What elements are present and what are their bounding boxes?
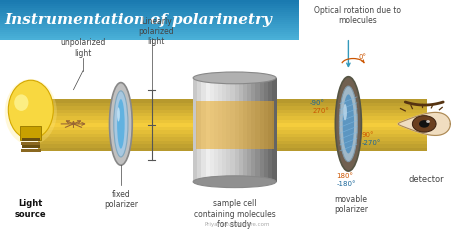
FancyBboxPatch shape: [38, 133, 427, 137]
FancyBboxPatch shape: [247, 78, 252, 182]
FancyBboxPatch shape: [22, 145, 40, 148]
Ellipse shape: [426, 120, 430, 123]
FancyBboxPatch shape: [38, 126, 427, 130]
Text: sample cell
containing molecules
for study: sample cell containing molecules for stu…: [194, 199, 275, 229]
FancyBboxPatch shape: [0, 16, 299, 18]
Text: Light
source: Light source: [15, 199, 46, 219]
Ellipse shape: [193, 72, 276, 84]
FancyBboxPatch shape: [268, 78, 273, 182]
FancyBboxPatch shape: [230, 78, 235, 182]
FancyBboxPatch shape: [0, 36, 299, 38]
FancyBboxPatch shape: [0, 0, 299, 2]
Ellipse shape: [419, 120, 429, 128]
Text: -180°: -180°: [337, 181, 356, 187]
FancyBboxPatch shape: [197, 78, 202, 182]
FancyBboxPatch shape: [38, 102, 427, 106]
Ellipse shape: [412, 116, 436, 132]
FancyBboxPatch shape: [0, 28, 299, 30]
FancyBboxPatch shape: [255, 78, 260, 182]
FancyBboxPatch shape: [20, 126, 41, 140]
FancyBboxPatch shape: [38, 123, 427, 127]
FancyBboxPatch shape: [206, 78, 210, 182]
FancyBboxPatch shape: [226, 78, 231, 182]
Text: 90°: 90°: [362, 131, 374, 138]
FancyBboxPatch shape: [0, 38, 299, 40]
FancyBboxPatch shape: [235, 78, 239, 182]
FancyBboxPatch shape: [251, 78, 256, 182]
Ellipse shape: [117, 107, 120, 122]
FancyBboxPatch shape: [0, 20, 299, 22]
Text: 270°: 270°: [313, 108, 330, 114]
FancyBboxPatch shape: [38, 99, 427, 103]
Text: movable
polarizer: movable polarizer: [334, 195, 368, 214]
Ellipse shape: [109, 83, 132, 165]
FancyBboxPatch shape: [38, 140, 427, 144]
Text: 180°: 180°: [337, 173, 354, 179]
FancyBboxPatch shape: [218, 78, 223, 182]
FancyBboxPatch shape: [0, 6, 299, 8]
FancyBboxPatch shape: [193, 78, 198, 182]
Ellipse shape: [114, 91, 128, 157]
Text: Optical rotation due to
molecules: Optical rotation due to molecules: [314, 6, 401, 25]
FancyBboxPatch shape: [38, 119, 427, 123]
FancyBboxPatch shape: [0, 10, 299, 12]
Ellipse shape: [335, 77, 361, 171]
Polygon shape: [398, 112, 450, 135]
Ellipse shape: [193, 176, 276, 188]
Ellipse shape: [14, 94, 28, 111]
FancyBboxPatch shape: [0, 30, 299, 32]
Text: Instrumentation of polarimetry: Instrumentation of polarimetry: [5, 13, 273, 27]
Text: unpolarized
light: unpolarized light: [60, 38, 106, 58]
FancyBboxPatch shape: [38, 109, 427, 113]
Text: detector: detector: [409, 175, 445, 184]
Text: fixed
polarizer: fixed polarizer: [104, 190, 138, 209]
Text: 0°: 0°: [359, 54, 367, 60]
FancyBboxPatch shape: [21, 149, 41, 152]
FancyBboxPatch shape: [38, 116, 427, 120]
FancyBboxPatch shape: [0, 24, 299, 26]
FancyBboxPatch shape: [0, 14, 299, 16]
Text: -270°: -270°: [362, 139, 381, 146]
FancyBboxPatch shape: [38, 130, 427, 134]
Text: Linearly
polarized
light: Linearly polarized light: [138, 17, 174, 46]
Ellipse shape: [339, 86, 357, 162]
Ellipse shape: [5, 79, 57, 145]
FancyBboxPatch shape: [0, 4, 299, 6]
FancyBboxPatch shape: [22, 138, 40, 141]
Text: -90°: -90°: [310, 100, 325, 106]
FancyBboxPatch shape: [0, 26, 299, 28]
FancyBboxPatch shape: [38, 137, 427, 141]
FancyBboxPatch shape: [222, 78, 227, 182]
Text: Priyamstudycentre.com: Priyamstudycentre.com: [204, 222, 270, 227]
FancyBboxPatch shape: [264, 78, 268, 182]
FancyBboxPatch shape: [243, 78, 247, 182]
FancyBboxPatch shape: [0, 22, 299, 24]
FancyBboxPatch shape: [38, 144, 427, 148]
Ellipse shape: [343, 104, 347, 120]
FancyBboxPatch shape: [38, 147, 427, 151]
FancyBboxPatch shape: [195, 101, 273, 149]
Ellipse shape: [117, 99, 125, 149]
FancyBboxPatch shape: [210, 78, 214, 182]
FancyBboxPatch shape: [0, 12, 299, 14]
FancyBboxPatch shape: [0, 2, 299, 4]
FancyBboxPatch shape: [0, 18, 299, 20]
FancyBboxPatch shape: [38, 113, 427, 116]
FancyBboxPatch shape: [201, 78, 206, 182]
FancyBboxPatch shape: [272, 78, 277, 182]
FancyBboxPatch shape: [239, 78, 243, 182]
FancyBboxPatch shape: [21, 142, 40, 145]
FancyBboxPatch shape: [214, 78, 219, 182]
FancyBboxPatch shape: [0, 8, 299, 10]
FancyBboxPatch shape: [38, 105, 427, 110]
FancyBboxPatch shape: [0, 32, 299, 34]
Ellipse shape: [343, 94, 354, 153]
FancyBboxPatch shape: [0, 34, 299, 36]
Ellipse shape: [9, 80, 53, 139]
FancyBboxPatch shape: [259, 78, 264, 182]
